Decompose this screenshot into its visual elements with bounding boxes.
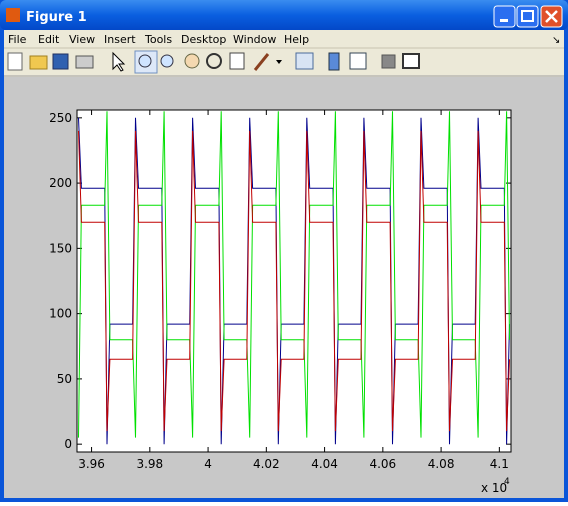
- axes-box: [76, 109, 512, 453]
- new-button[interactable]: [7, 52, 23, 71]
- zoom-in-glyph: [138, 54, 152, 68]
- dock-arrow[interactable]: ↘: [552, 35, 560, 46]
- brush-button[interactable]: [253, 53, 270, 71]
- menu-item[interactable]: Help: [284, 33, 309, 46]
- menu-item[interactable]: Insert: [104, 33, 136, 46]
- x-tick-label: 4.1: [490, 457, 509, 471]
- menu-item[interactable]: File: [8, 33, 27, 46]
- legend-button[interactable]: [349, 52, 367, 70]
- x-multiplier: x 10: [481, 481, 507, 495]
- x-tick-label: 3.98: [136, 457, 163, 471]
- menu-item[interactable]: Edit: [38, 33, 60, 46]
- menu-bar: File Edit View Insert Tools Desktop Window Help: [8, 33, 309, 46]
- y-tick-label: 200: [49, 176, 72, 190]
- app-icon: [6, 8, 20, 22]
- brush-menu[interactable]: [276, 60, 282, 64]
- y-tick-label: 0: [64, 437, 72, 451]
- minimize-button[interactable]: [493, 5, 516, 28]
- x-tick-label: 4.02: [253, 457, 280, 471]
- hide-tools-button[interactable]: [381, 54, 396, 69]
- x-exponent: 4: [504, 477, 510, 487]
- x-tick-label: 4.08: [428, 457, 455, 471]
- y-tick-label: 50: [57, 372, 72, 386]
- rotate-button[interactable]: [206, 53, 222, 69]
- window-title: Figure 1: [26, 10, 87, 25]
- maximize-glyph: [521, 10, 534, 22]
- select-button[interactable]: [112, 51, 126, 72]
- toolbar: [7, 50, 420, 74]
- minimize-glyph: [500, 19, 508, 22]
- x-tick-label: 4.04: [311, 457, 338, 471]
- y-tick-label: 150: [49, 241, 72, 255]
- maximize-button[interactable]: [516, 5, 539, 28]
- series-line: [78, 130, 510, 432]
- x-tick-label: 3.96: [78, 457, 105, 471]
- colorbar-button[interactable]: [328, 52, 340, 71]
- axes: 0 50 100 150 200 250 3.96 3.98 4 4.02 4.04 4.06 4.08…: [49, 110, 511, 471]
- x-tick-label: 4: [204, 457, 212, 471]
- show-tools-button[interactable]: [402, 53, 420, 69]
- open-button[interactable]: [29, 55, 48, 70]
- y-tick-label: 100: [49, 307, 72, 321]
- link-button[interactable]: [295, 52, 314, 70]
- menu-item[interactable]: Desktop: [181, 33, 226, 46]
- title-bar: [0, 0, 568, 30]
- print-button[interactable]: [75, 55, 94, 69]
- zoom-out-button[interactable]: [160, 54, 174, 68]
- pan-button[interactable]: [184, 53, 200, 69]
- close-glyph: [545, 10, 558, 23]
- plot-area: [77, 110, 511, 452]
- window-buttons: [493, 5, 563, 28]
- save-button[interactable]: [52, 53, 69, 70]
- menu-item[interactable]: Window: [233, 33, 276, 46]
- menu-item[interactable]: View: [69, 33, 95, 46]
- menu-item[interactable]: Tools: [144, 33, 172, 46]
- datacursor-button[interactable]: [229, 52, 245, 70]
- x-tick-label: 4.06: [369, 457, 396, 471]
- y-tick-label: 250: [49, 111, 72, 125]
